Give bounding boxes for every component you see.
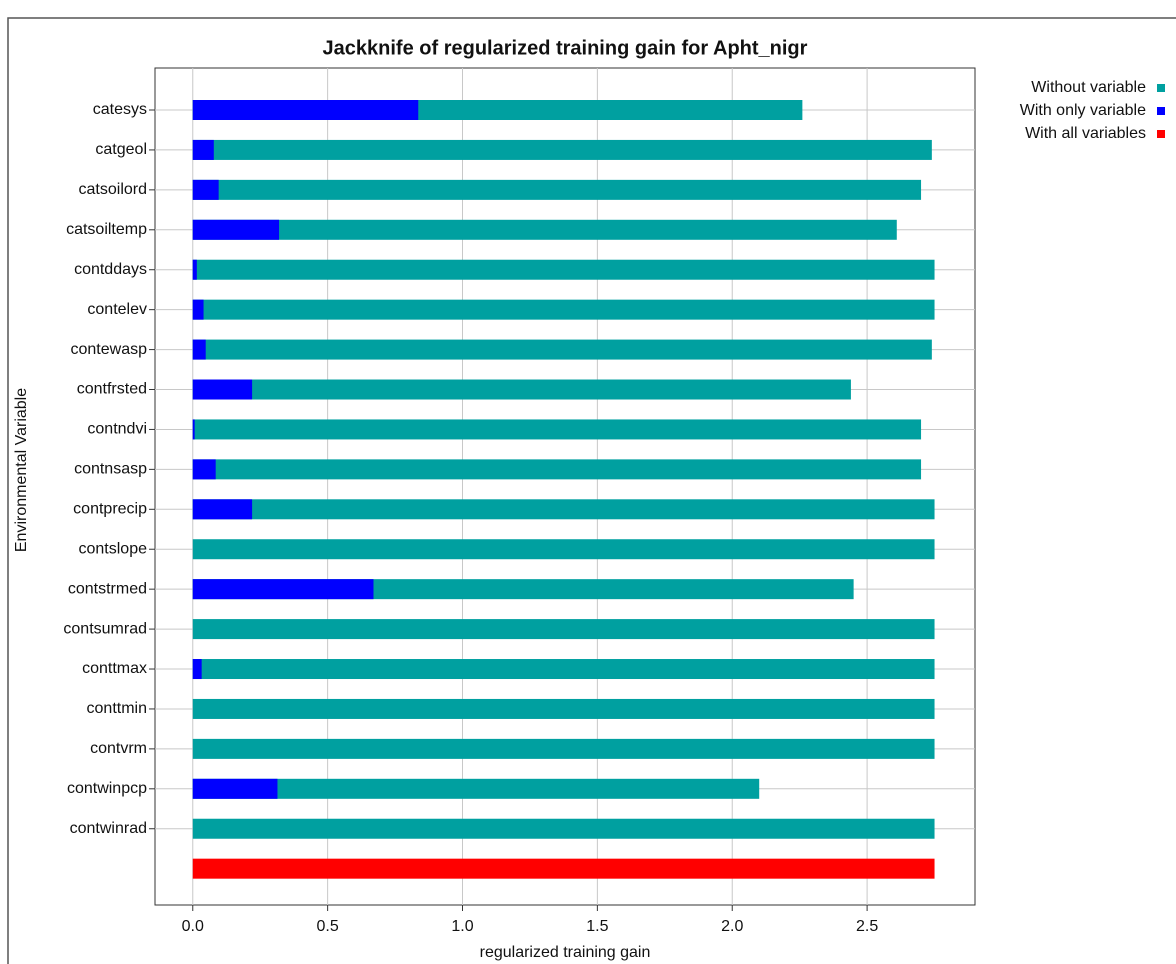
- bar: [192, 299, 204, 320]
- legend-swatch: [1157, 107, 1165, 115]
- y-tick-label: contfrsted: [77, 381, 147, 398]
- bar: [192, 818, 935, 839]
- y-tick-label: contwinrad: [70, 820, 147, 837]
- y-tick-label: contstrmed: [68, 580, 147, 597]
- bar: [192, 698, 935, 719]
- bar: [192, 219, 897, 240]
- y-tick-label: catsoiltemp: [66, 221, 147, 238]
- bar: [192, 379, 851, 400]
- bar: [192, 139, 214, 160]
- bar: [192, 419, 922, 440]
- bar: [192, 339, 932, 360]
- bar: [192, 139, 932, 160]
- legend-swatch: [1157, 84, 1165, 92]
- bar: [192, 179, 922, 200]
- x-tick-label: 2.5: [856, 918, 878, 935]
- legend-swatch: [1157, 130, 1165, 138]
- bar: [192, 858, 935, 879]
- bar: [192, 259, 935, 280]
- bar: [192, 659, 935, 680]
- bar: [192, 219, 280, 240]
- y-tick-label: contvrm: [90, 740, 147, 757]
- y-tick-label: conttmin: [87, 700, 147, 717]
- bar: [192, 539, 935, 560]
- bar: [192, 459, 922, 480]
- plot-area: [154, 67, 976, 906]
- x-axis-label: regularized training gain: [480, 944, 651, 961]
- bar: [192, 619, 935, 640]
- bar: [192, 778, 760, 799]
- bar: [192, 100, 419, 120]
- y-tick-label: contsumrad: [63, 620, 147, 637]
- chart-title: Jackknife of regularized training gain f…: [323, 37, 808, 59]
- legend-label: With all variables: [1025, 125, 1146, 142]
- bar: [192, 299, 935, 320]
- y-tick-label: contelev: [87, 301, 147, 318]
- bar: [192, 778, 278, 799]
- y-tick-label: contewasp: [71, 341, 148, 358]
- y-tick-label: contnsasp: [74, 461, 147, 478]
- x-tick-label: 0.5: [317, 918, 339, 935]
- bar: [192, 459, 216, 480]
- legend-label: Without variable: [1031, 79, 1146, 96]
- bar: [192, 259, 197, 280]
- legend-label: With only variable: [1020, 102, 1146, 119]
- bar: [192, 738, 935, 759]
- y-tick-label: catsoilord: [79, 181, 147, 198]
- y-tick-label: contprecip: [73, 501, 147, 518]
- bar: [192, 339, 206, 360]
- x-tick-label: 0.0: [182, 918, 204, 935]
- y-tick-label: catgeol: [95, 141, 147, 158]
- bar: [192, 499, 253, 520]
- y-tick-label: contndvi: [87, 421, 147, 438]
- bar: [192, 499, 935, 520]
- y-tick-label: catesys: [93, 101, 147, 118]
- y-tick-label: conttmax: [82, 660, 147, 677]
- bar: [192, 179, 219, 200]
- bar: [192, 419, 195, 440]
- x-tick-label: 2.0: [721, 918, 743, 935]
- bar: [192, 579, 374, 600]
- x-tick-label: 1.5: [586, 918, 608, 935]
- bar: [192, 379, 253, 400]
- bar: [192, 659, 202, 680]
- x-tick-label: 1.0: [451, 918, 473, 935]
- y-tick-label: contddays: [74, 261, 147, 278]
- y-axis-label: Environmental Variable: [13, 388, 30, 552]
- y-tick-label: contslope: [79, 540, 148, 557]
- y-tick-label: contwinpcp: [67, 780, 147, 797]
